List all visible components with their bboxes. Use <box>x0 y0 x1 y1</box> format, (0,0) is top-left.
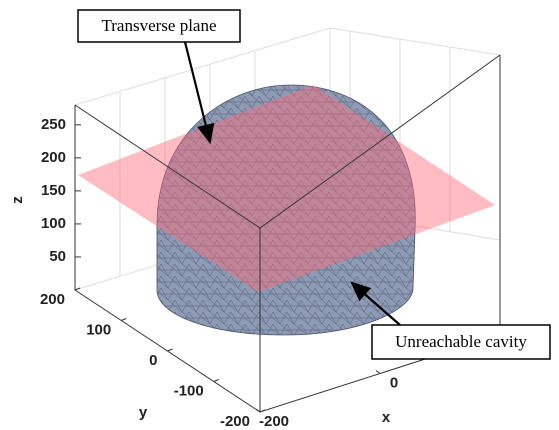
y-tick-label: -200 <box>220 413 250 430</box>
z-tick-label: 150 <box>41 182 66 199</box>
z-axis-label: z <box>9 196 26 204</box>
scene <box>78 85 495 335</box>
figure: 50100150200250-200-1000100200-2000200 z … <box>0 0 559 430</box>
x-tick-label: -200 <box>259 413 289 430</box>
z-tick-label: 100 <box>41 215 66 232</box>
y-tick-label: 0 <box>149 352 157 369</box>
y-tick-label: 100 <box>86 321 111 338</box>
x-tick <box>376 371 380 374</box>
z-tick-label: 200 <box>41 149 66 166</box>
y-tick-label: -100 <box>174 382 204 399</box>
annotation-text: Transverse plane <box>101 16 216 35</box>
y-tick <box>121 319 126 321</box>
transverse-plane <box>78 85 495 292</box>
y-tick <box>168 349 173 351</box>
x-tick <box>256 409 260 412</box>
x-tick-label: 0 <box>390 374 398 391</box>
annotation-text: Unreachable cavity <box>395 332 527 351</box>
y-tick-label: 200 <box>40 291 65 308</box>
x-axis-label: x <box>382 409 391 426</box>
z-tick-label: 250 <box>41 116 66 133</box>
y-axis-label: y <box>139 404 148 421</box>
z-tick-label: 50 <box>49 248 66 265</box>
y-tick <box>214 380 219 382</box>
